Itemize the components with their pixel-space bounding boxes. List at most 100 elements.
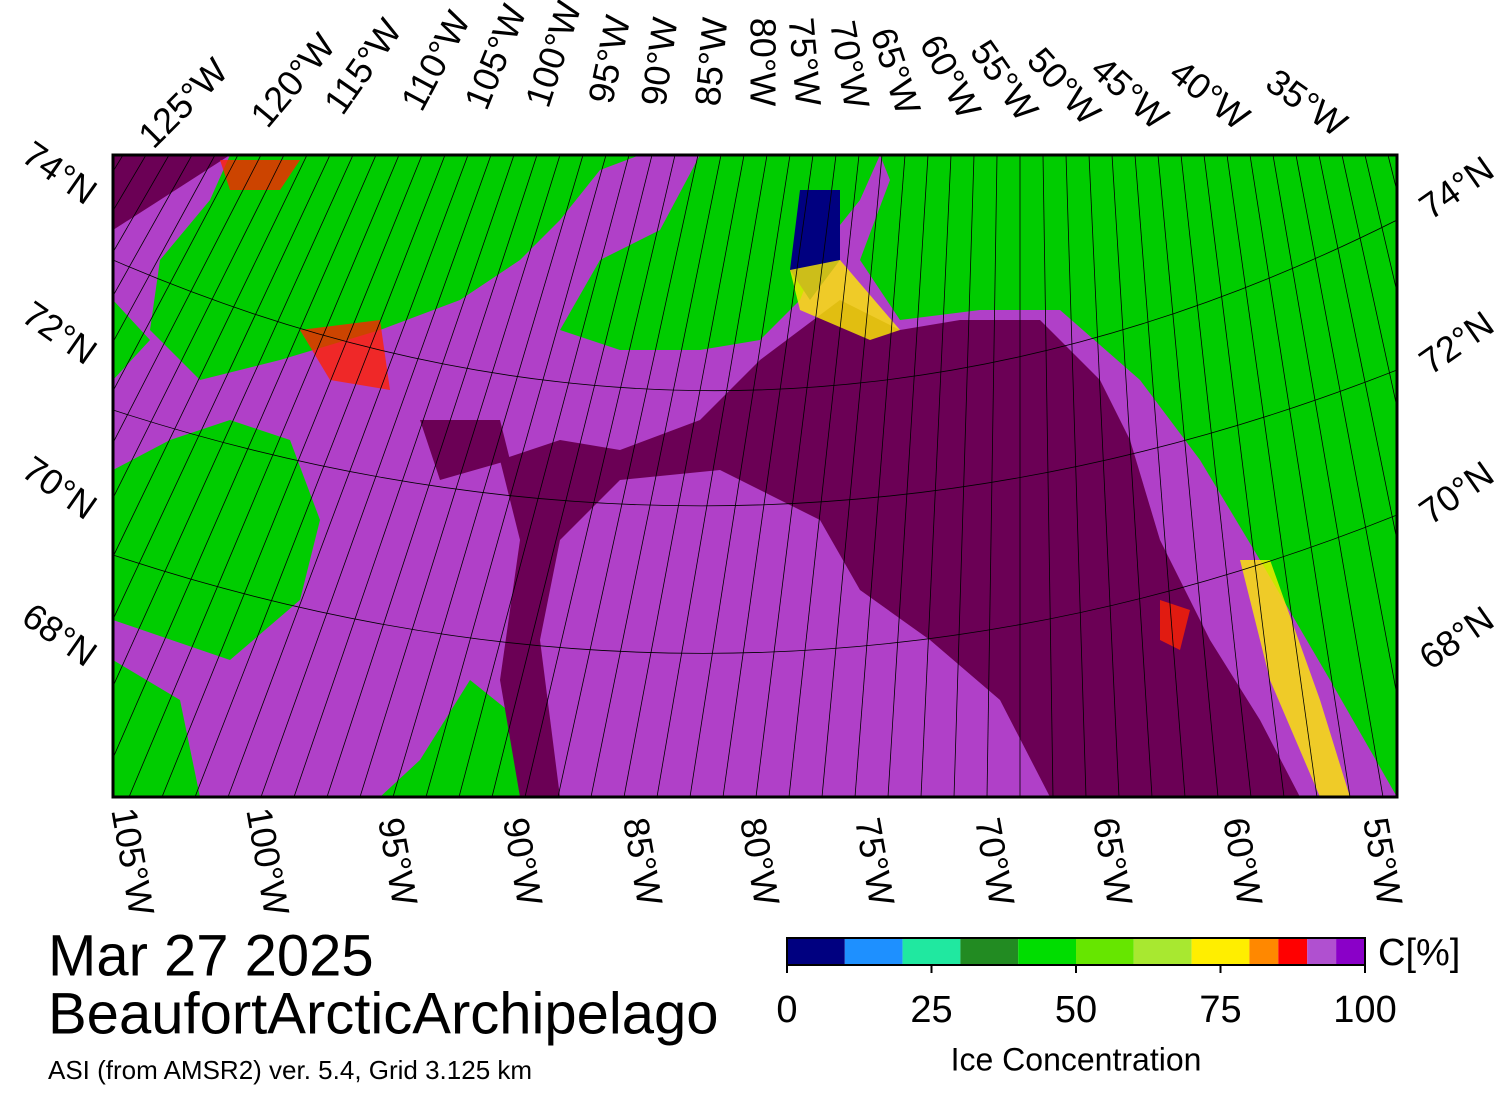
colorbar-segment	[1249, 938, 1279, 965]
longitude-label: 85°W	[615, 814, 671, 908]
meridian	[524, 155, 676, 797]
longitude-label: 85°W	[687, 16, 736, 108]
meridian	[986, 155, 998, 797]
latitude-label: 72°N	[15, 293, 104, 373]
colorbar-tick-label: 25	[910, 989, 952, 1031]
longitude-label: 90°W	[633, 15, 686, 108]
meridian	[755, 155, 837, 797]
latitude-label: 70°N	[1412, 453, 1501, 533]
parallel	[113, 514, 1397, 654]
source: ASI (from AMSR2) ver. 5.4, Grid 3.125 km	[48, 1055, 532, 1085]
longitude-label: 80°W	[742, 18, 783, 106]
date: Mar 27 2025	[48, 923, 374, 988]
region-name: BeaufortArcticArchipelago	[48, 981, 719, 1046]
meridian	[590, 155, 722, 797]
meridian	[722, 155, 814, 797]
longitude-label: 100°W	[238, 805, 297, 919]
meridian	[689, 155, 791, 797]
meridian	[425, 155, 607, 797]
meridian	[1364, 155, 1397, 294]
colorbar-segment	[1076, 938, 1134, 965]
meridian	[1180, 155, 1252, 797]
meridian	[227, 155, 469, 797]
colorbar-segment	[1018, 938, 1076, 965]
meridian	[113, 155, 262, 444]
sea-ice-dense	[113, 155, 510, 480]
meridian	[920, 155, 952, 797]
meridian	[1272, 155, 1384, 797]
meridian	[113, 155, 216, 343]
meridian	[854, 155, 906, 797]
latitude-label: 74°N	[15, 133, 104, 213]
meridian	[953, 155, 975, 797]
longitude-label: 80°W	[732, 814, 788, 908]
longitude-label: 125°W	[130, 50, 236, 156]
sea-ice-dense	[500, 300, 1300, 797]
meridian	[161, 155, 423, 797]
graticule	[113, 155, 1397, 797]
meridian	[1318, 155, 1397, 543]
colorbar-segment	[1278, 938, 1308, 965]
meridian	[113, 155, 354, 688]
meridian	[359, 155, 561, 797]
colorbar-segment	[844, 938, 903, 965]
meridian	[113, 155, 239, 392]
colorbar-segment	[902, 938, 961, 965]
meridian	[1134, 155, 1186, 797]
meridian	[1111, 155, 1153, 797]
longitude-label: 70°W	[967, 814, 1023, 908]
longitude-label: 75°W	[847, 814, 903, 908]
meridian	[113, 155, 193, 297]
longitude-label: 75°W	[781, 16, 830, 108]
longitude-label: 40°W	[1162, 51, 1257, 138]
meridian	[1341, 155, 1397, 410]
longitude-label: 105°W	[103, 805, 162, 919]
longitude-label: 65°W	[1085, 814, 1141, 908]
meridian	[392, 155, 584, 797]
meridian	[113, 155, 377, 760]
meridian	[557, 155, 699, 797]
longitude-label: 70°W	[822, 17, 878, 111]
latitude-label: 74°N	[1412, 148, 1501, 228]
colorbar-tick-label: 50	[1055, 989, 1097, 1031]
longitude-label: 90°W	[495, 814, 551, 908]
meridian	[260, 155, 492, 797]
colorbar-segment	[960, 938, 1019, 965]
parallel	[113, 369, 1397, 507]
colorbar-title: Ice Concentration	[951, 1041, 1202, 1077]
colorbar-tick-label: 100	[1333, 989, 1396, 1031]
meridian	[1065, 155, 1087, 797]
longitude-label: 95°W	[580, 12, 638, 107]
meridian	[623, 155, 745, 797]
meridian	[194, 155, 446, 797]
meridian	[1088, 155, 1120, 797]
colorbar-segment	[787, 938, 845, 965]
latitude-label: 68°N	[1412, 598, 1501, 678]
meridian	[1042, 155, 1054, 797]
meridian	[1203, 155, 1285, 797]
meridian	[113, 155, 285, 499]
latitude-label: 68°N	[15, 595, 104, 675]
ice-edge	[790, 260, 1350, 797]
meridian	[113, 155, 308, 558]
meridian	[1157, 155, 1219, 797]
meridian	[113, 155, 331, 621]
map-frame	[111, 153, 1399, 799]
meridian	[458, 155, 630, 797]
longitude-label: 55°W	[1355, 814, 1411, 908]
meridian	[326, 155, 538, 797]
longitude-label: 35°W	[1259, 60, 1355, 144]
meridian	[788, 155, 860, 797]
meridian	[128, 155, 400, 797]
meridian	[656, 155, 768, 797]
longitude-label: 60°W	[1215, 814, 1271, 908]
latitude-label: 70°N	[15, 448, 104, 528]
meridian	[1249, 155, 1351, 797]
map-area	[113, 155, 1397, 797]
meridian	[293, 155, 515, 797]
meridian	[1226, 155, 1318, 797]
meridian	[491, 155, 653, 797]
colorbar-segment	[1133, 938, 1192, 965]
longitude-label: 95°W	[370, 814, 426, 908]
